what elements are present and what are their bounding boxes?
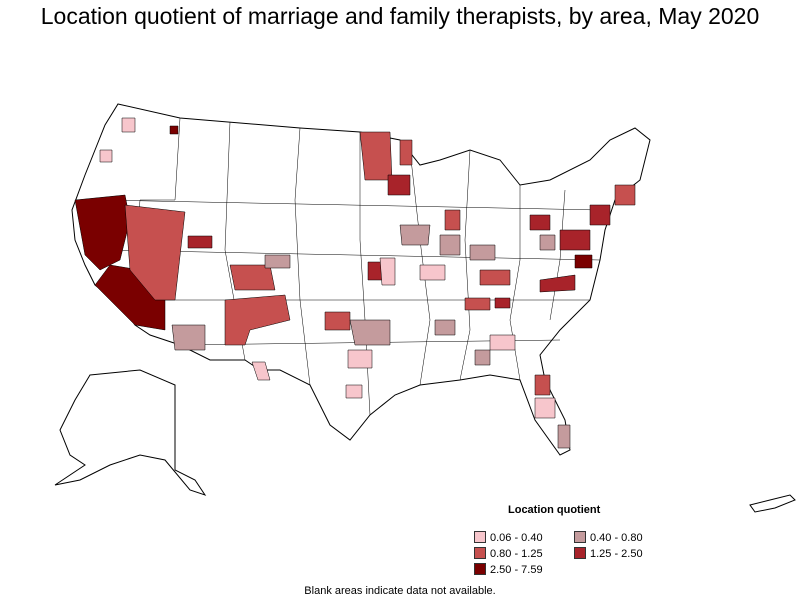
region-washington-dark	[169, 125, 179, 135]
legend-label: 1.25 - 2.50	[590, 548, 643, 560]
map-title: Location quotient of marriage and family…	[40, 3, 760, 29]
footnote: Blank areas indicate data not available.	[304, 585, 496, 597]
region-colorado	[229, 264, 276, 291]
region-new-england	[614, 184, 636, 206]
legend-swatch	[474, 563, 486, 575]
region-virginia	[539, 274, 576, 293]
region-minnesota	[359, 131, 393, 181]
alaska-outline	[54, 369, 207, 496]
legend-item: 0.40 - 0.80	[574, 531, 643, 544]
region-oregon-pink	[99, 149, 113, 163]
region-colorado-mid	[264, 254, 291, 269]
region-florida-central	[534, 397, 556, 419]
hawaii-outline	[749, 494, 796, 513]
region-kansas-pink	[379, 257, 396, 286]
region-nevada	[124, 204, 186, 301]
legend-label: 0.80 - 1.25	[490, 548, 543, 560]
region-new-york	[589, 204, 611, 226]
legend-label: 0.40 - 0.80	[590, 532, 643, 544]
legend-swatch	[574, 547, 586, 559]
region-georgia	[489, 334, 516, 351]
region-florida-north	[534, 374, 551, 396]
region-illinois	[439, 234, 461, 256]
region-alabama	[434, 319, 456, 336]
region-pennsylvania	[559, 229, 591, 251]
legend-swatch	[474, 547, 486, 559]
region-northern-california	[74, 194, 131, 271]
region-wisconsin	[387, 174, 411, 196]
region-texas-central	[345, 384, 363, 399]
region-utah-red	[187, 235, 213, 249]
legend-label: 2.50 - 7.59	[490, 564, 543, 576]
region-washington-pink	[121, 117, 136, 133]
legend-item: 0.06 - 0.40	[474, 531, 543, 544]
legend-item: 1.25 - 2.50	[574, 547, 643, 560]
legend-item: 0.80 - 1.25	[474, 547, 543, 560]
region-missouri-pink	[419, 264, 446, 281]
legend-label: 0.06 - 0.40	[490, 532, 543, 544]
legend-title: Location quotient	[508, 504, 601, 516]
region-indiana	[469, 244, 496, 261]
region-iowa	[399, 224, 431, 246]
region-mississippi	[474, 349, 491, 366]
region-tennessee-east	[494, 297, 511, 309]
region-maryland	[574, 254, 593, 269]
region-minnesota-east	[399, 139, 413, 166]
legend-swatch	[474, 531, 486, 543]
region-west-virginia	[539, 234, 556, 251]
region-kentucky	[479, 269, 511, 286]
region-texas-north	[347, 349, 373, 369]
region-arizona-mid	[171, 324, 206, 351]
region-oklahoma	[324, 311, 351, 331]
region-michigan	[444, 209, 461, 231]
legend-item: 2.50 - 7.59	[474, 563, 543, 576]
region-florida-south	[557, 424, 571, 449]
legend-swatch	[574, 531, 586, 543]
region-tennessee	[464, 297, 491, 311]
region-new-mexico	[224, 294, 291, 346]
region-ohio	[529, 214, 551, 231]
region-new-mexico-south	[251, 361, 271, 381]
region-oklahoma-east	[349, 319, 391, 346]
